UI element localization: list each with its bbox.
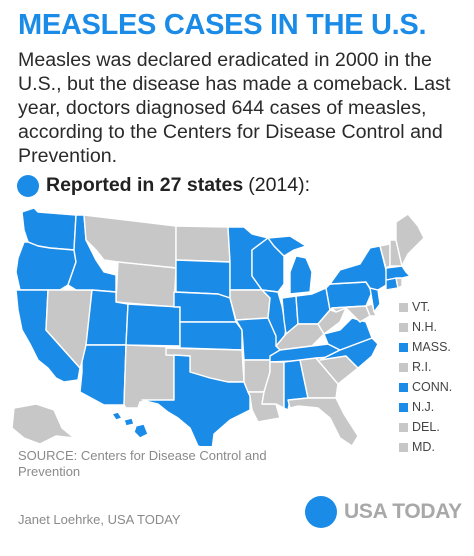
ne-legend-label: MD. (412, 440, 435, 454)
legend-swatch (399, 402, 408, 412)
ne-legend-label: R.I. (412, 360, 432, 374)
state-IA (229, 289, 271, 321)
state-NE (173, 291, 237, 323)
state-WY (115, 261, 177, 308)
ne-legend-item: DEL. (399, 420, 440, 434)
state-OR (15, 241, 77, 291)
usa-today-logo: USA TODAY (305, 496, 462, 528)
state-AZ (79, 344, 127, 406)
ne-legend-item: N.H. (399, 320, 437, 334)
ne-legend-label: N.H. (412, 320, 437, 334)
legend-swatch (399, 382, 408, 392)
source-note: SOURCE: Centers for Disease Control and … (18, 448, 267, 479)
state-GA (299, 357, 339, 399)
state-ME (395, 213, 425, 267)
legend-label: Reported in 27 states (46, 174, 244, 196)
ne-legend-item: CONN. (399, 380, 452, 394)
legend-swatch (399, 342, 408, 352)
ne-legend-item: MASS. (399, 340, 451, 354)
state-KS (179, 321, 243, 351)
legend-swatch (399, 362, 408, 372)
state-MI-lower (289, 255, 313, 295)
ne-legend-item: N.J. (399, 400, 434, 414)
state-MI (267, 235, 307, 257)
ne-legend-item: MD. (399, 440, 435, 454)
legend-header: Reported in 27 states (2014): (17, 174, 310, 197)
legend-swatch (399, 322, 408, 332)
intro-text: Measles was declared eradicated in 2000 … (18, 49, 451, 167)
ne-legend-label: VT. (412, 300, 431, 314)
ne-legend-label: DEL. (412, 420, 440, 434)
legend-swatch (399, 422, 408, 432)
state-DE (365, 303, 377, 317)
legend-swatch (399, 442, 408, 452)
legend-year: (2014): (248, 174, 311, 196)
state-ND (175, 225, 231, 263)
state-VA (323, 317, 373, 351)
state-MT (83, 214, 177, 269)
state-FL (287, 397, 359, 446)
ne-legend-label: N.J. (412, 400, 435, 414)
state-HI-3 (133, 423, 149, 439)
credit-line: Janet Loehrke, USA TODAY (18, 512, 181, 527)
state-MA (385, 265, 411, 281)
legend-dot-icon (17, 174, 39, 197)
state-HI-1 (111, 411, 123, 421)
state-CO (125, 303, 181, 347)
ne-legend-label: CONN. (412, 380, 453, 394)
state-TX (141, 354, 251, 446)
page-title: MEASLES CASES IN THE U.S. (18, 9, 427, 41)
state-AK (11, 403, 75, 445)
state-HI-2 (123, 417, 135, 427)
ne-legend-item: R.I. (399, 360, 431, 374)
legend-swatch (399, 302, 408, 312)
brand-name: USA TODAY (344, 500, 462, 523)
ne-legend-item: VT. (399, 300, 430, 314)
ne-legend-label: MASS. (412, 340, 451, 354)
usa-today-dot-icon (305, 496, 337, 528)
us-map (11, 207, 425, 446)
